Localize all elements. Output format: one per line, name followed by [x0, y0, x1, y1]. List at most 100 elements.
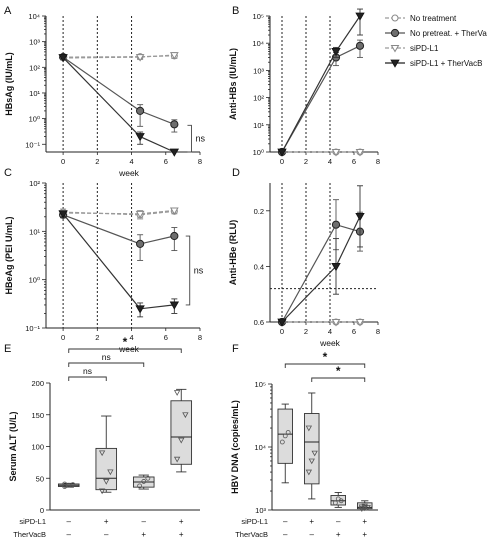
- panel-e-thervacb-sign: +: [141, 530, 146, 539]
- panel-c-x-tick-label: 8: [198, 333, 202, 342]
- panel-e-y-tick-label: 0: [40, 506, 44, 515]
- panel-c-x-tick-label: 4: [129, 333, 133, 342]
- panel-f-sipdl1-sign: +: [309, 517, 314, 526]
- panel-c-data-point: [170, 231, 179, 241]
- panel-b-y-tick-label: 10⁵: [253, 12, 264, 21]
- panel-d-data-point: [331, 319, 341, 327]
- panel-b-x-tick-label: 8: [376, 157, 380, 166]
- panel-f-row-label-thervacb: TherVacB: [235, 530, 268, 539]
- panel-d-x-label: week: [319, 338, 341, 348]
- legend-item-no-pretreat-thervacb: No pretreat. + TherVacB: [385, 28, 487, 38]
- panel-a-x-tick-label: 0: [61, 157, 65, 166]
- panel-f-box-group: [277, 403, 293, 484]
- panel-f-y-label: HBV DNA (copies/mL): [230, 400, 240, 494]
- legend-label: No treatment: [410, 14, 457, 23]
- panel-f-significance-label: *: [323, 350, 328, 364]
- legend-marker: [390, 28, 400, 38]
- panel-d-y-tick-label: 0.2: [254, 207, 264, 216]
- panel-b-series-sipd-l1: [277, 149, 365, 157]
- panel-b-x-tick-label: 6: [352, 157, 356, 166]
- legend-marker: [391, 14, 399, 22]
- panel-d-series-no-pretreat-thervacb: [277, 199, 365, 327]
- panel-b-x-tick-label: 2: [304, 157, 308, 166]
- panel-f-thervacb-sign: +: [336, 530, 341, 539]
- panel-e-significance-bracket: [68, 362, 145, 367]
- panel-b-y-tick-label: 10¹: [253, 121, 264, 130]
- panel-b-series-sipd-l1-thervacb: [277, 8, 365, 157]
- panel-f-data-point: [305, 469, 313, 476]
- panel-e-data-point: [182, 412, 189, 419]
- legend-item-no-treatment: No treatment: [385, 14, 457, 23]
- panel-d-y-label: Anti-HBe (RLU): [228, 220, 238, 286]
- panel-d-series-line: [281, 216, 361, 323]
- panel-b-series-no-pretreat-thervacb: [277, 39, 365, 157]
- panel-c-series-sipd-l1: [58, 207, 179, 219]
- panel-e-y-tick-label: 50: [36, 474, 44, 483]
- panel-f-data-point: [282, 433, 288, 439]
- panel-f-data-point: [361, 503, 368, 510]
- panel-e-box: [95, 447, 118, 491]
- panel-e-sipdl1-sign: –: [67, 517, 72, 526]
- panel-a-ns-label: ns: [195, 134, 205, 144]
- panel-e-data-point: [173, 456, 181, 463]
- panel-c-data-point: [58, 210, 68, 219]
- panel-b-data-point: [277, 148, 287, 157]
- panel-f-box-group: [357, 500, 373, 512]
- panel-b-data-point: [331, 47, 341, 57]
- panel-b-x-tick-label: 4: [328, 157, 332, 166]
- panel-letter-b: B: [232, 5, 239, 17]
- panel-d-series-sipd-l1: [277, 319, 365, 327]
- panel-d-x-tick-label: 6: [352, 327, 356, 336]
- panel-e-significance-label: ns: [102, 352, 111, 362]
- panel-c-data-point: [135, 210, 145, 219]
- panel-f-box: [330, 495, 346, 506]
- panel-letter-c: C: [4, 167, 12, 179]
- panel-d-data-point: [331, 263, 341, 272]
- panel-f-data-point: [361, 505, 368, 512]
- panel-f-data-point: [305, 425, 313, 432]
- panel-a-x-tick-label: 6: [164, 157, 168, 166]
- panel-e-data-point: [107, 469, 114, 476]
- panel-b-y-tick-label: 10⁰: [253, 148, 264, 157]
- panel-b-y-label: Anti-HBs (IU/mL): [228, 48, 238, 120]
- panel-f-data-point: [311, 450, 318, 457]
- panel-c-series-sipd-l1-thervacb: [58, 210, 180, 318]
- panel-c-y-tick-label: 10²: [29, 179, 40, 188]
- panel-a-hbsag-chart: 10⁻¹ 10⁰ 10¹ 10² 10³ 10⁴ 0 2 4 6 8 HBsAg (IU/mL) wee…: [4, 12, 205, 178]
- panel-f-data-point: [358, 504, 366, 511]
- panel-e-data-point: [70, 482, 76, 488]
- panel-e-sipdl1-sign: –: [142, 517, 147, 526]
- panel-a-y-tick-label: 10²: [29, 63, 40, 72]
- panel-c-data-point: [169, 301, 180, 310]
- panel-a-x-label: week: [118, 168, 140, 178]
- panel-f-data-point: [285, 430, 291, 435]
- panel-e-data-point: [145, 475, 151, 481]
- panel-letter-d: D: [232, 167, 240, 179]
- panel-f-thervacb-sign: +: [362, 530, 367, 539]
- panel-f-data-point: [332, 500, 338, 506]
- panel-f-box-group: [330, 491, 346, 508]
- panel-e-row-label-thervacb: TherVacB: [13, 530, 46, 539]
- panel-e-thervacb-sign: +: [179, 530, 184, 539]
- panel-c-y-label: HBeAg (PEI U/mL): [4, 216, 14, 294]
- panel-e-y-label: Serum ALT (U/L): [8, 412, 18, 482]
- panel-a-y-tick-label: 10³: [29, 38, 40, 47]
- panel-a-series-line: [63, 54, 175, 59]
- panel-letter-a: A: [4, 5, 12, 17]
- panel-a-data-point: [136, 106, 145, 115]
- panel-f-data-point: [358, 506, 366, 512]
- panel-b-y-tick-label: 10³: [253, 66, 264, 75]
- panel-f-box: [304, 413, 320, 485]
- panel-e-y-tick-label: 100: [31, 443, 44, 452]
- panel-e-sipdl1-sign: +: [104, 517, 109, 526]
- panel-e-box-group: [132, 474, 155, 490]
- panel-f-sipdl1-sign: –: [336, 517, 341, 526]
- panel-d-data-point: [277, 318, 287, 327]
- panel-f-y-tick-label: 10³: [255, 506, 266, 515]
- panel-a-x-tick-label: 2: [95, 157, 99, 166]
- panel-e-serum-alt-chart: 0 50 100 150 200 Serum ALT (U/L) – – + – – + + + siPD-…: [8, 335, 200, 539]
- panel-c-series-no-pretreat-thervacb: [59, 210, 179, 261]
- legend-label: siPD-L1 + TherVacB: [410, 59, 482, 68]
- panel-e-thervacb-sign: –: [67, 530, 72, 539]
